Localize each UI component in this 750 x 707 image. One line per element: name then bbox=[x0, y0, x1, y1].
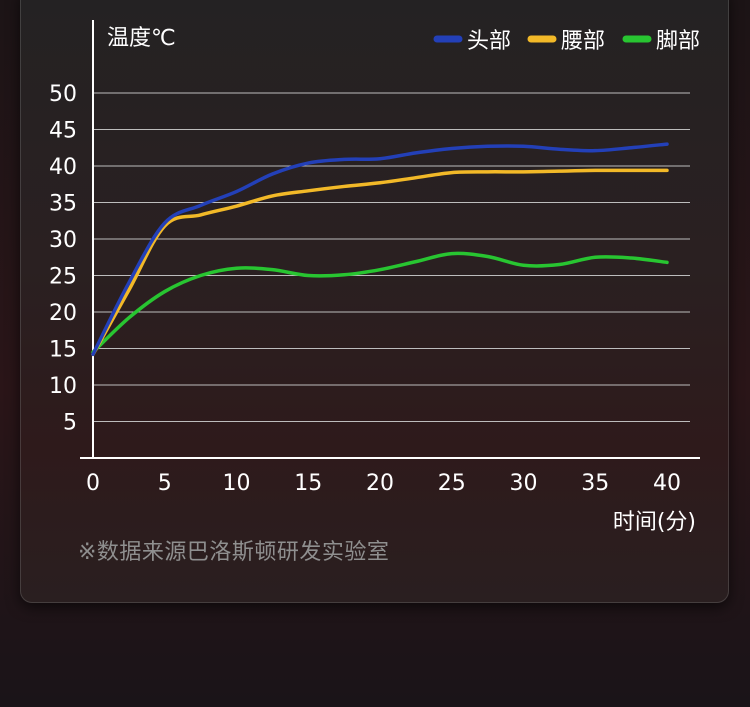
x-axis-label: 时间(分) bbox=[613, 510, 696, 535]
y-tick-label: 15 bbox=[49, 338, 77, 363]
y-tick-label: 45 bbox=[49, 119, 77, 144]
chart-card bbox=[20, 0, 729, 603]
data-source-note: ※数据来源巴洛斯顿研发实验室 bbox=[78, 540, 390, 565]
series-line bbox=[91, 168, 669, 357]
y-tick-label: 10 bbox=[49, 374, 77, 399]
x-tick-label: 25 bbox=[438, 471, 466, 496]
y-tick-label: 35 bbox=[49, 192, 77, 217]
legend-label: 腰部 bbox=[561, 29, 605, 54]
y-axis-label: 温度℃ bbox=[107, 26, 176, 51]
x-tick-label: 20 bbox=[366, 471, 394, 496]
x-tick-label: 10 bbox=[223, 471, 251, 496]
y-tick-label: 40 bbox=[49, 155, 77, 180]
y-tick-label: 20 bbox=[49, 301, 77, 326]
y-tick-label: 5 bbox=[63, 411, 77, 436]
x-tick-label: 35 bbox=[581, 471, 609, 496]
x-tick-label: 30 bbox=[510, 471, 538, 496]
legend-label: 脚部 bbox=[656, 29, 700, 54]
x-tick-label: 15 bbox=[294, 471, 322, 496]
series-line bbox=[91, 251, 669, 354]
x-tick-label: 0 bbox=[86, 471, 100, 496]
x-tick-label: 40 bbox=[653, 471, 681, 496]
y-tick-label: 30 bbox=[49, 228, 77, 253]
series-line bbox=[91, 142, 669, 357]
x-tick-label: 5 bbox=[158, 471, 172, 496]
y-tick-label: 25 bbox=[49, 265, 77, 290]
y-tick-label: 50 bbox=[49, 82, 77, 107]
legend-label: 头部 bbox=[467, 29, 511, 54]
